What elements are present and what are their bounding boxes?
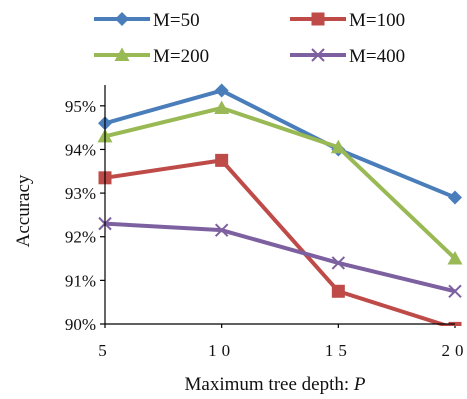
data-point-marker [448,284,462,298]
legend-marker-m100 [311,12,325,26]
legend-item-2: M=200 [94,46,209,67]
legend-marker-shape [311,12,325,26]
legend-label-m400: M=400 [349,46,405,67]
y-axis-tick-labels: 90% 91% 92% 93% 94% 95% [65,97,105,334]
series-line [104,221,456,294]
x-axis-title-variable: P [353,374,366,395]
series-line [104,158,455,326]
data-point-marker [214,100,230,114]
legend-item-3: M=400 [290,46,405,67]
data-point-marker [215,153,229,167]
data-point-marker [331,256,346,270]
legend-label-m100: M=100 [349,10,405,31]
x-tick-label: 20 [442,341,467,360]
x-tick-label: 10 [208,341,235,360]
legend-label-m200: M=200 [153,46,209,67]
series-layer [97,83,463,326]
legend-marker-m400 [311,48,325,62]
y-tick-label: 90% [65,315,96,334]
legend-marker-m200 [114,47,130,61]
x-axis-title-text: Maximum tree depth: [185,374,354,395]
series-m200 [97,100,463,265]
legend-marker-m50 [115,12,129,26]
legend-item-1: M=100 [290,10,405,31]
x-tick-label: 15 [325,341,352,360]
data-point-marker [448,190,462,205]
legend-marker-shape [114,47,130,61]
legend: M=50 M=100 M=200 M=400 [94,10,405,67]
data-point-marker [214,83,229,98]
y-tick-label: 92% [65,228,96,247]
x-axis-tick-labels: 5 10 15 20 [98,324,467,360]
series-line [104,106,457,260]
y-tick-label: 94% [65,140,96,159]
data-point-marker [330,139,346,154]
data-point-marker [331,284,345,298]
legend-marker-shape [115,12,129,26]
series-m100 [98,153,462,326]
data-point-marker [214,223,229,237]
series-m400 [98,216,462,298]
y-tick-label: 93% [65,184,96,203]
series-m50 [98,83,462,205]
x-axis-title: Maximum tree depth: P [185,374,366,395]
legend-item-0: M=50 [94,10,200,31]
y-tick-label: 95% [65,97,96,116]
legend-label-m50: M=50 [153,10,200,31]
legend-marker-shape [311,48,325,62]
x-tick-label: 5 [98,341,112,360]
y-axis-title: Accuracy [13,174,34,247]
series-line [104,88,456,200]
data-point-marker [447,251,463,265]
y-tick-label: 91% [65,271,96,290]
